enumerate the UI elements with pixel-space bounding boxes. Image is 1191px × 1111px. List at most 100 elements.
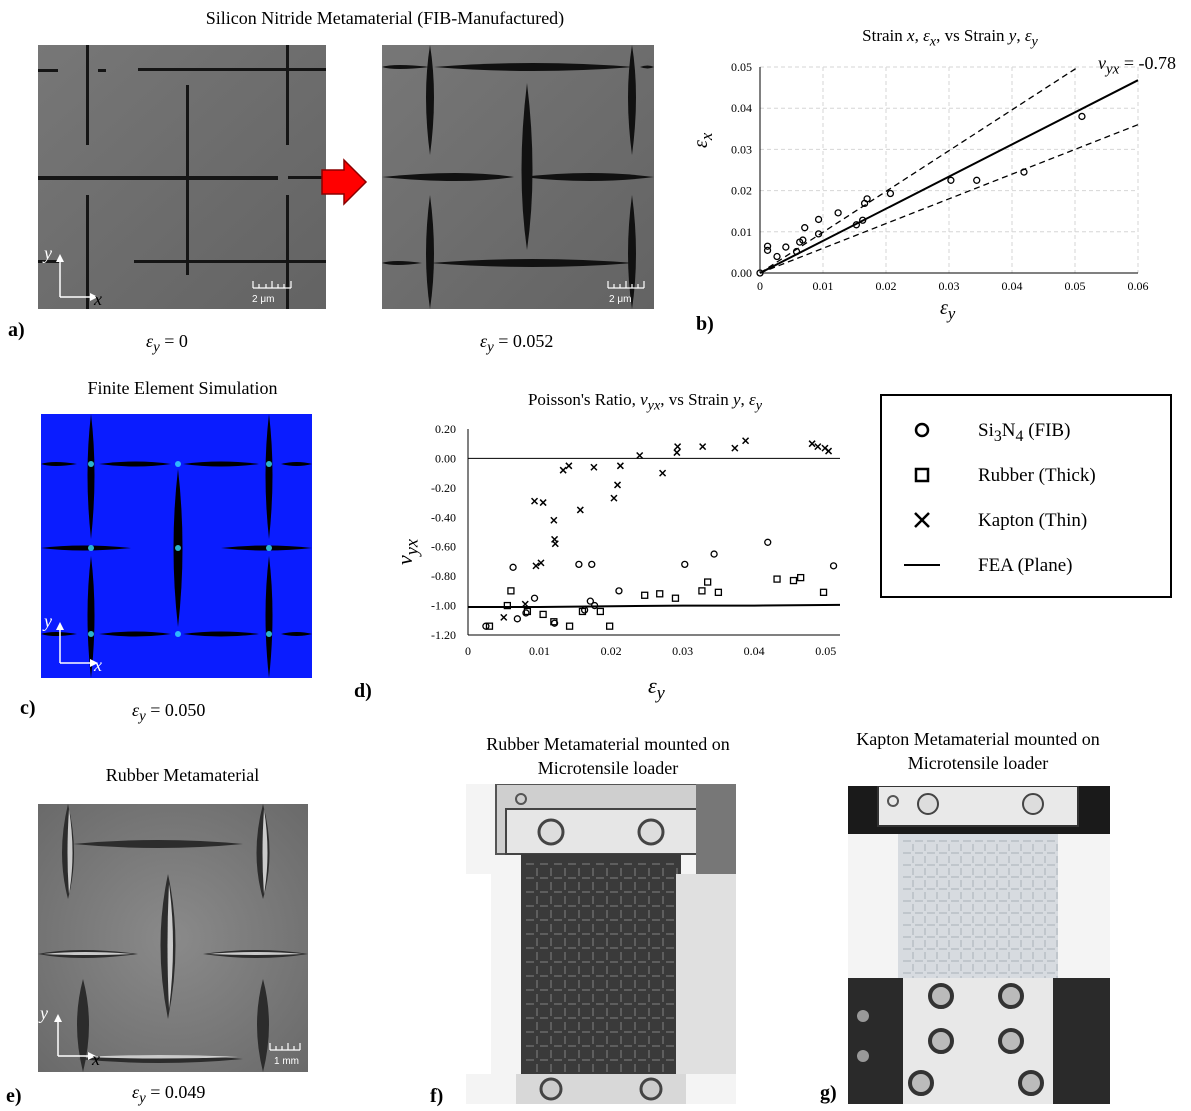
grid-slit	[915, 864, 926, 875]
kapton-loader-photo	[848, 785, 1110, 1104]
data-point	[610, 494, 618, 502]
grid-slit	[999, 948, 1010, 959]
data-point	[565, 462, 573, 470]
data-point	[656, 590, 664, 598]
tick-label: 0.03	[731, 142, 752, 156]
grid-slit	[951, 924, 962, 935]
grid-slit	[1011, 948, 1022, 959]
grid-slit	[1035, 888, 1046, 899]
data-point	[615, 587, 623, 595]
chart-d-xlabel: εy	[648, 673, 665, 703]
chart-b-plot: 0 0.01 0.02 0.03 0.04 0.05 0.06 0.00 0.01 0.02 0.0…	[731, 60, 1149, 293]
chart-b-title: Strain x, εx, vs Strain y, εy	[862, 26, 1038, 50]
grid-slit	[568, 863, 580, 876]
tick-label: 0.05	[1065, 279, 1086, 293]
data-point	[763, 242, 772, 250]
sem-image-strained: 2 μm	[382, 45, 654, 309]
grid-slit	[540, 919, 552, 932]
grid-slit	[540, 947, 552, 960]
grid-slit	[1023, 948, 1034, 959]
grid-slit	[652, 905, 664, 918]
data-point	[801, 224, 809, 232]
grid-slit	[1047, 924, 1058, 935]
grid-slit	[1035, 936, 1046, 947]
sem-image-unstrained: 2 μm	[38, 45, 326, 309]
grid-slit	[903, 864, 914, 875]
data-point	[530, 594, 539, 602]
chart-b-ylabel: εx	[690, 132, 716, 148]
legend-item-si3n4: Si3N4 (FIB)	[882, 412, 1170, 452]
fea-simulation-image	[41, 414, 312, 678]
grid-slit	[526, 989, 538, 1002]
grid-slit	[999, 924, 1010, 935]
grid-slit	[903, 840, 914, 851]
grid-slit	[963, 924, 974, 935]
grid-slit	[1023, 924, 1034, 935]
grid-slit	[975, 948, 986, 959]
grid-slit	[963, 900, 974, 911]
data-point	[485, 622, 494, 630]
data-point	[509, 563, 517, 571]
grid-slit	[975, 936, 986, 947]
grid-slit	[915, 852, 926, 863]
grid-slit	[1035, 864, 1046, 875]
grid-slit	[526, 961, 538, 974]
data-point	[523, 607, 532, 616]
grid-slit	[1023, 864, 1034, 875]
grid-slit	[915, 948, 926, 959]
grid-slit	[652, 1017, 664, 1030]
grid-slit	[568, 919, 580, 932]
data-point	[641, 591, 649, 599]
tick-label: 0.01	[731, 225, 752, 239]
grid-slit	[596, 1003, 608, 1016]
grid-slit	[652, 863, 664, 876]
grid-slit	[582, 1003, 594, 1016]
data-point	[834, 209, 842, 217]
grid-slit	[1047, 900, 1058, 911]
tick-label: 0.00	[731, 266, 752, 280]
grid-slit	[1047, 876, 1058, 887]
grid-slit	[987, 864, 998, 875]
grid-slit	[1035, 924, 1046, 935]
grid-slit	[554, 905, 566, 918]
grid-slit	[939, 912, 950, 923]
grid-slit	[596, 975, 608, 988]
grid-slit	[596, 961, 608, 974]
grid-slit	[624, 989, 636, 1002]
panel-label-g: g)	[820, 1082, 837, 1104]
grid-slit	[582, 1059, 594, 1072]
data-point	[550, 516, 558, 524]
data-point	[797, 573, 805, 582]
tick-label: 0.02	[601, 644, 622, 658]
grid-slit	[927, 948, 938, 959]
data-point	[531, 497, 539, 505]
grid-slit	[915, 960, 926, 971]
grid-slit	[951, 840, 962, 851]
grid-slit	[975, 840, 986, 851]
grid-slit	[526, 975, 538, 988]
grid-slit	[1035, 960, 1046, 971]
grid-slit	[610, 877, 622, 890]
grid-slit	[582, 933, 594, 946]
grid-slit	[963, 888, 974, 899]
cross-marker-icon	[914, 512, 930, 528]
caption-strain-e: εy = 0.049	[132, 1082, 206, 1107]
grid-slit	[596, 877, 608, 890]
data-point	[699, 443, 707, 451]
tick-label: -0.20	[431, 481, 456, 495]
grid-slit	[638, 975, 650, 988]
data-point	[513, 615, 522, 623]
scale-bar-label: 2 μm	[609, 294, 632, 305]
grid-slit	[638, 1003, 650, 1016]
data-point	[550, 619, 559, 627]
data-point	[698, 587, 706, 595]
grid-slit	[1047, 888, 1058, 899]
grid-slit	[554, 1045, 566, 1058]
grid-slit	[915, 912, 926, 923]
grid-slit	[568, 877, 580, 890]
grid-slit	[610, 947, 622, 960]
grid-slit	[554, 919, 566, 932]
grid-slit	[951, 864, 962, 875]
grid-slit	[1011, 900, 1022, 911]
grid-slit	[903, 900, 914, 911]
